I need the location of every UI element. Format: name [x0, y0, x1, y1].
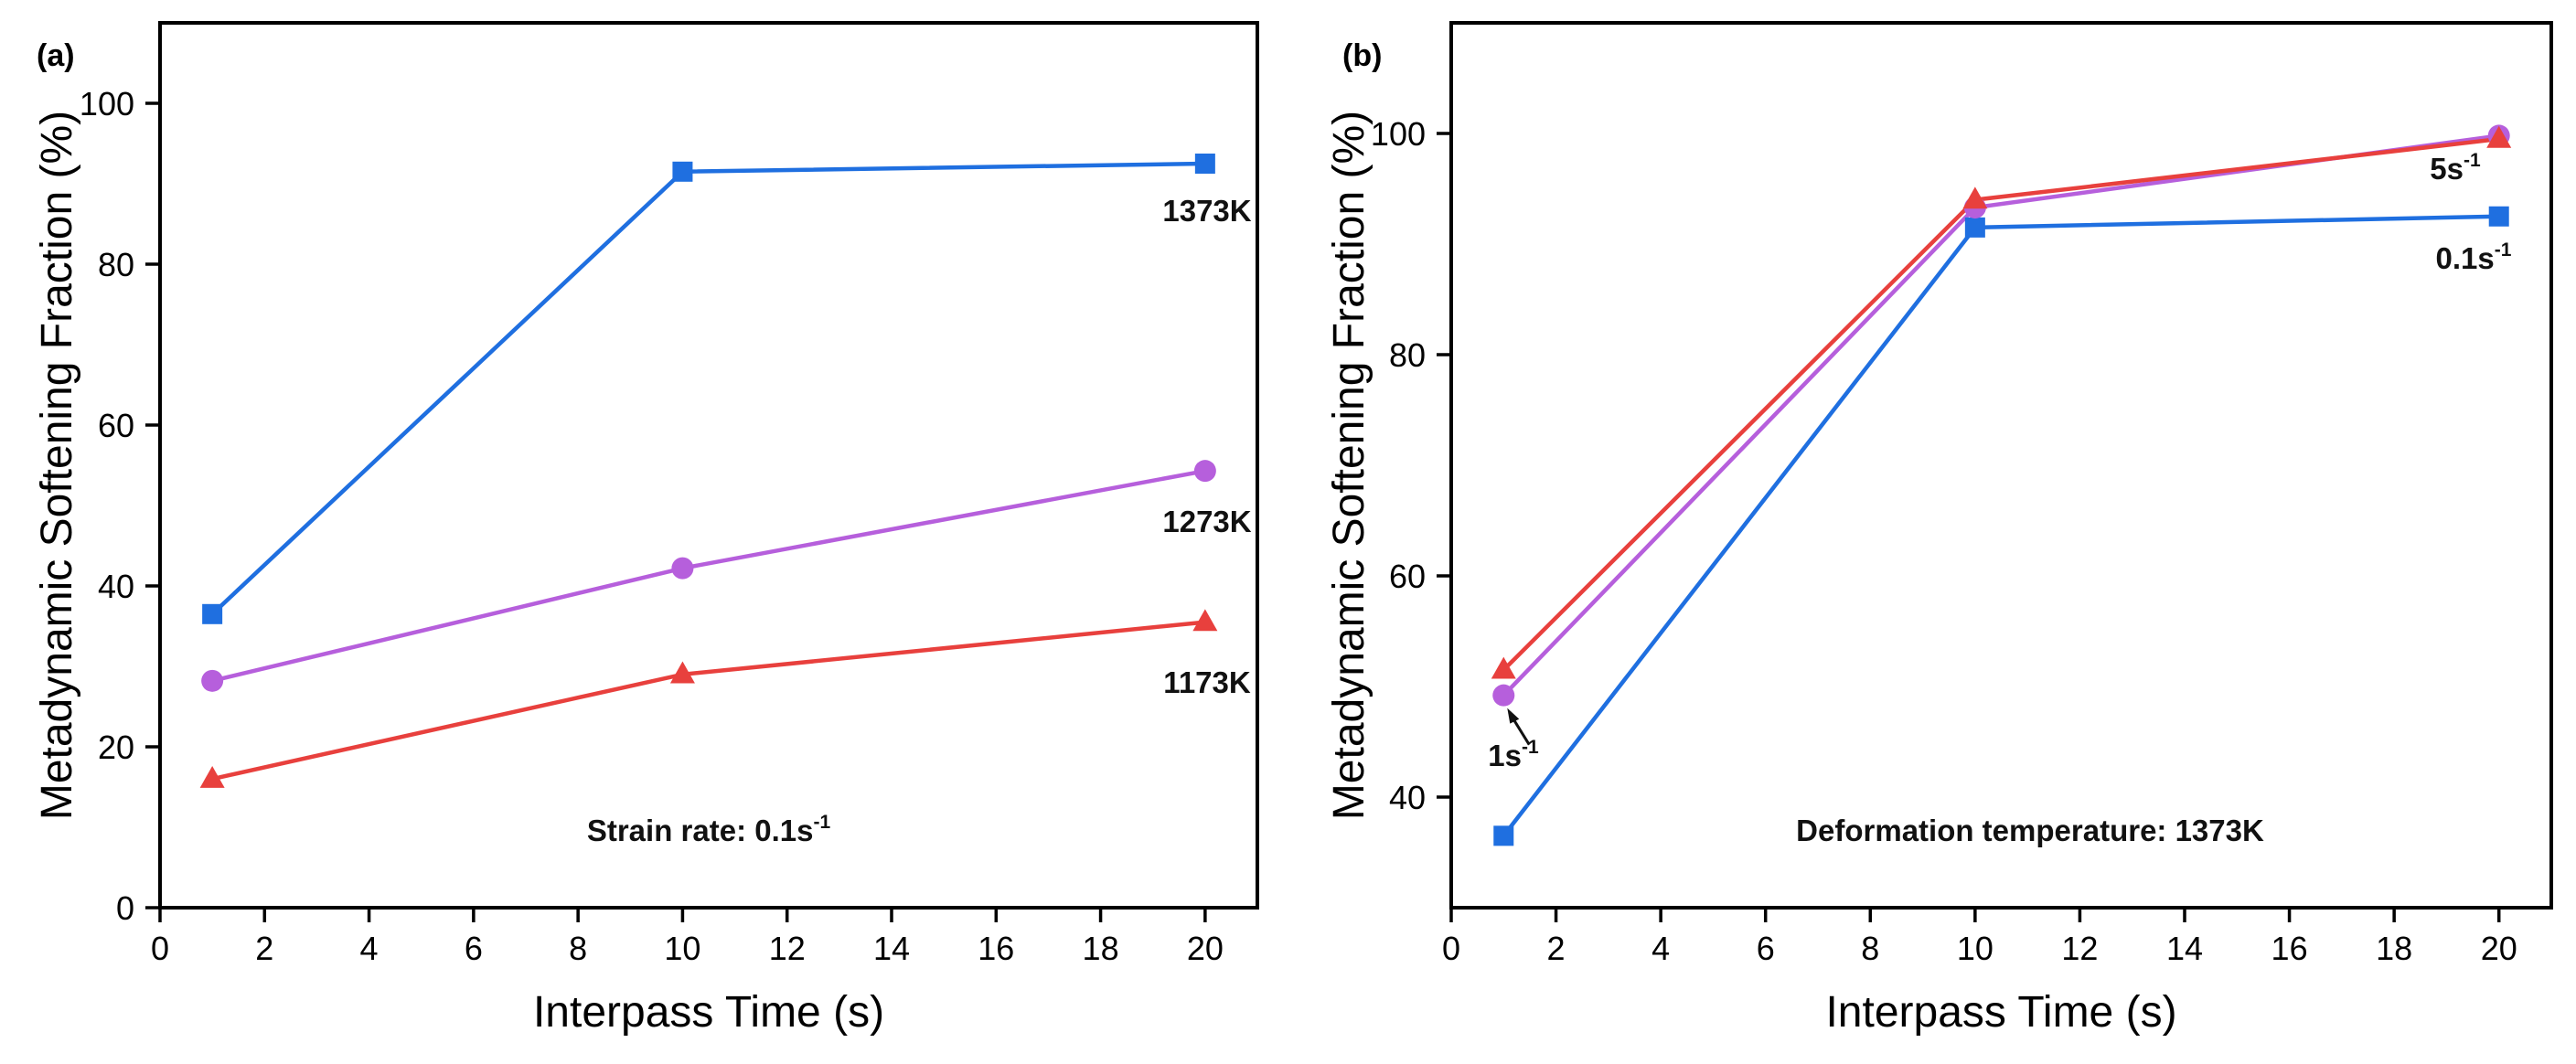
panel-a-chart: 0 2 4 6 8 10 12 14 16 18 20 0 20 40 60 80 100 Interpass T… [33, 21, 1259, 1037]
x-tick-label: 8 [569, 930, 587, 967]
y-axis-title: Metadynamic Softening Fraction (%) [33, 111, 81, 820]
x-tick-label: 16 [978, 930, 1014, 967]
annotation-2: 1s-1 [1488, 737, 1539, 772]
data-point-series-1 [201, 669, 224, 692]
x-tick-label: 0 [1442, 930, 1460, 967]
x-tick-label: 4 [360, 930, 379, 967]
annotation-0: 5s-1 [2430, 150, 2481, 186]
x-tick-label: 6 [1757, 930, 1775, 967]
y-axis-title: Metadynamic Softening Fraction (%) [1325, 111, 1374, 820]
panel-label: (b) [1342, 38, 1382, 73]
x-tick-label: 6 [465, 930, 483, 967]
y-tick-label: 20 [98, 729, 134, 766]
annotation-1: 0.1s-1 [2436, 239, 2512, 275]
y-tick-label: 100 [80, 85, 134, 122]
annotation-3: Strain rate: 0.1s-1 [587, 812, 831, 847]
y-tick-label: 80 [98, 246, 134, 283]
data-point-series-2 [1491, 656, 1516, 679]
x-tick-label: 0 [151, 930, 169, 967]
data-point-series-1 [1193, 460, 1216, 483]
x-tick-label: 20 [1187, 930, 1224, 967]
x-tick-label: 14 [873, 930, 910, 967]
y-tick-label: 80 [1389, 336, 1426, 374]
data-point-series-0 [202, 603, 223, 624]
data-point-series-0 [1493, 825, 1514, 846]
x-tick-label: 2 [255, 930, 273, 967]
plot-frame [158, 21, 1259, 910]
data-point-series-2 [1962, 186, 1988, 209]
x-tick-label: 8 [1861, 930, 1879, 967]
data-point-series-0 [1964, 217, 1985, 238]
annotation-2: 1173K [1163, 665, 1251, 699]
x-tick-label: 12 [2061, 930, 2098, 967]
plot-frame [1449, 21, 2553, 910]
panel-b-chart: 0 2 4 6 8 10 12 14 16 18 20 40 60 80 100 Interpass Time… [1325, 21, 2553, 1037]
x-tick-label: 12 [769, 930, 806, 967]
data-point-series-0 [1194, 154, 1215, 174]
y-tick-label: 40 [1389, 779, 1426, 816]
y-tick-label: 0 [116, 889, 134, 927]
x-tick-label: 14 [2166, 930, 2203, 967]
y-tick-label: 60 [1389, 558, 1426, 595]
x-tick-label: 18 [1083, 930, 1119, 967]
data-point-series-1 [1492, 684, 1515, 707]
x-tick-label: 10 [1957, 930, 1993, 967]
x-tick-label: 4 [1651, 930, 1670, 967]
x-axis-title: Interpass Time (s) [1825, 988, 2176, 1037]
data-point-series-1 [671, 557, 694, 580]
annotation-arrowhead [1507, 708, 1520, 724]
data-point-series-0 [2488, 206, 2509, 227]
x-axis-title: Interpass Time (s) [533, 988, 884, 1037]
data-point-series-2 [2486, 125, 2512, 148]
annotation-3: Deformation temperature: 1373K [1796, 814, 2264, 847]
series-line-0 [210, 161, 1205, 616]
y-tick-label: 40 [98, 568, 134, 605]
data-point-series-2 [1192, 609, 1218, 632]
y-tick-label: 60 [98, 407, 134, 444]
x-tick-label: 18 [2376, 930, 2412, 967]
annotation-0: 1373K [1162, 194, 1251, 228]
y-tick-label: 100 [1371, 115, 1426, 153]
series-line-1 [211, 468, 1206, 684]
series-line-0 [1502, 214, 2499, 837]
data-point-series-0 [672, 161, 693, 182]
x-tick-label: 2 [1547, 930, 1566, 967]
x-tick-label: 20 [2481, 930, 2517, 967]
x-tick-label: 10 [664, 930, 700, 967]
annotation-1: 1273K [1162, 505, 1251, 538]
panel-label: (a) [37, 38, 75, 73]
data-point-series-2 [199, 765, 225, 788]
data-point-series-2 [669, 661, 695, 684]
x-tick-label: 16 [2271, 930, 2308, 967]
